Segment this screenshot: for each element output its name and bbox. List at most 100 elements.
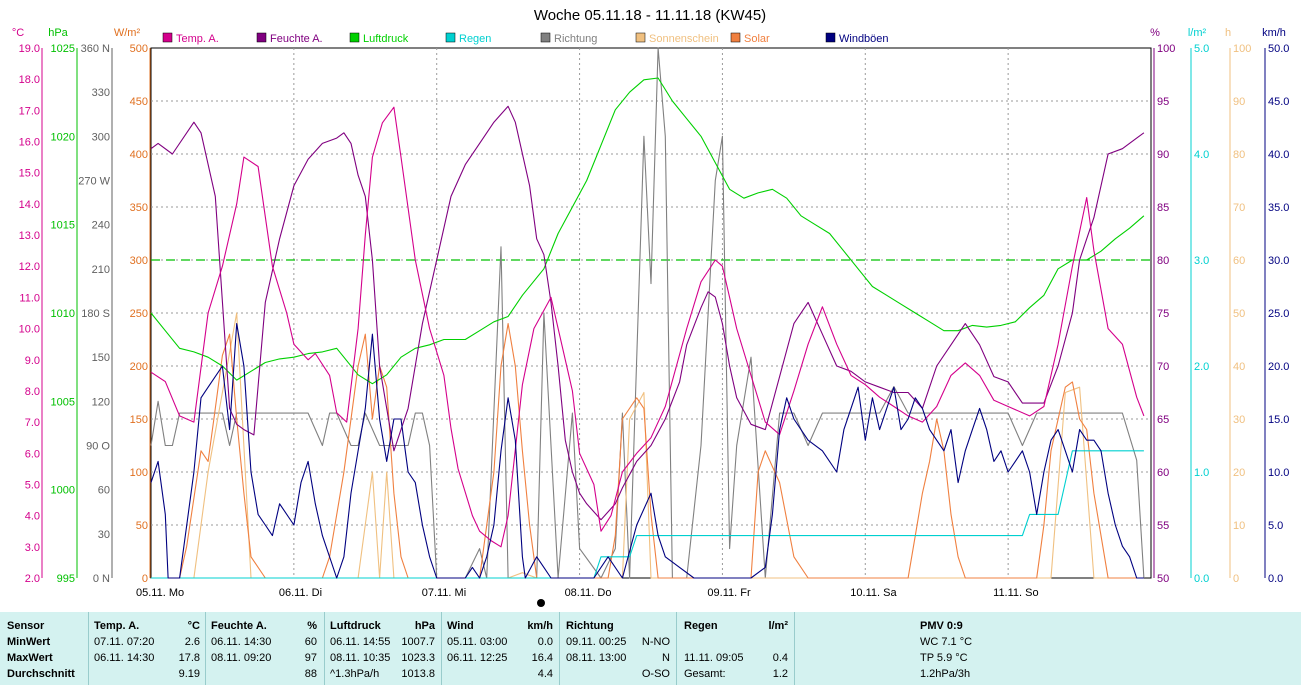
right-axis-tick: 85: [1157, 202, 1169, 214]
pmv-windchill: WC 7.1 °C: [920, 636, 973, 648]
right-axis-tick: 30: [1233, 414, 1245, 426]
left-axis-tick: 360 N: [81, 43, 110, 55]
left-axis-tick: 100: [130, 467, 148, 479]
left-axis-tick: 50: [136, 520, 148, 532]
summary-divider: [205, 612, 206, 685]
pressure-trend: ^1.3hPa/h: [330, 668, 380, 680]
right-axis-tick: 10.0: [1268, 467, 1289, 479]
summary-col-humidity: Feuchte A. % 06.11. 14:30 60 08.11. 09:2…: [206, 612, 324, 685]
right-axis-tick: 80: [1233, 149, 1245, 161]
rain-max-time: 11.11. 09:05: [684, 652, 744, 664]
legend-label: Windböen: [839, 33, 889, 45]
right-axis-unit: %: [1150, 27, 1160, 39]
legend-swatch: [635, 32, 646, 43]
left-axis-tick: 30: [98, 529, 110, 541]
series-line-luftdruck: [150, 77, 1145, 385]
right-axis-tick: 90: [1157, 149, 1169, 161]
summary-col-temp: Temp. A. °C 07.11. 07:20 2.6 06.11. 14:3…: [89, 612, 205, 685]
left-axis-tick: 17.0: [19, 105, 40, 117]
temp-max-value: 17.8: [178, 652, 200, 664]
pressure-unit: hPa: [414, 620, 435, 632]
legend-label: Regen: [459, 33, 491, 45]
right-axis-tick: 20: [1233, 467, 1245, 479]
x-axis-tick: 10.11. Sa: [850, 587, 897, 599]
left-axis-tick: 1000: [51, 485, 75, 497]
left-axis-tick: 9.0: [25, 355, 40, 367]
wind-max-value: 16.4: [531, 652, 553, 664]
summary-col-wind: Wind km/h 05.11. 03:00 0.0 06.11. 12:25 …: [442, 612, 559, 685]
pmv-header: PMV 0:9: [920, 620, 963, 632]
chart-title: Woche 05.11.18 - 11.11.18 (KW45): [534, 7, 766, 24]
pressure-avg-value: 1013.8: [401, 668, 435, 680]
left-axis-tick: 240: [92, 220, 110, 232]
right-axis-tick: 70: [1233, 202, 1245, 214]
wind-header: Wind: [447, 620, 474, 632]
legend-label: Sonnenschein: [649, 33, 719, 45]
right-axis-tick: 60: [1233, 255, 1245, 267]
humidity-max-time: 08.11. 09:20: [211, 652, 272, 664]
left-axis-tick: 250: [130, 308, 148, 320]
right-axis-tick: 0.0: [1194, 573, 1209, 585]
summary-col-rain: Regen l/m² 11.11. 09:05 0.4 Gesamt: 1.2: [677, 612, 794, 685]
left-axis-tick: 120: [92, 396, 110, 408]
left-axis-tick: 7.0: [25, 417, 40, 429]
pmv-pressure-trend: 1.2hPa/3h: [920, 668, 971, 680]
series-line-feuchte-a: [150, 105, 1145, 521]
left-axis-tick: 90 O: [86, 441, 110, 453]
direction-max-value: N: [662, 652, 670, 664]
humidity-max-value: 97: [304, 652, 317, 664]
right-axis-tick: 75: [1157, 308, 1169, 320]
right-axis-tick: 1.0: [1194, 467, 1209, 479]
left-axis-tick: 15.0: [19, 168, 40, 180]
right-axis-tick: 0: [1233, 573, 1239, 585]
right-axis-tick: 4.0: [1194, 149, 1209, 161]
humidity-header: Feuchte A.: [211, 620, 267, 632]
right-axis-tick: 5.0: [1268, 520, 1283, 532]
rain-unit: l/m²: [768, 620, 788, 632]
pressure-max-value: 1023.3: [401, 652, 435, 664]
left-axis-tick: 11.0: [19, 292, 40, 304]
left-axis-tick: 350: [130, 202, 148, 214]
left-axis-tick: 1025: [51, 43, 75, 55]
left-axis-tick: 300: [92, 131, 110, 143]
x-axis-tick: 07.11. Mi: [422, 587, 466, 599]
left-axis-tick: 1010: [51, 308, 75, 320]
summary-col-sensor: Sensor MinWert MaxWert Durchschnitt: [0, 612, 88, 685]
left-axis-tick: 300: [130, 255, 148, 267]
right-axis-unit: l/m²: [1188, 27, 1207, 39]
summary-row-max: MaxWert: [7, 652, 53, 664]
right-axis-unit: km/h: [1262, 27, 1286, 39]
x-axis-tick: 08.11. Do: [565, 587, 612, 599]
summary-table: Sensor MinWert MaxWert Durchschnitt Temp…: [0, 612, 1301, 685]
right-axis-tick: 40: [1233, 361, 1245, 373]
x-axis-tick: 11.11. So: [993, 587, 1038, 599]
humidity-min-value: 60: [304, 636, 317, 648]
legend-label: Feuchte A.: [270, 33, 323, 45]
rain-header: Regen: [684, 620, 718, 632]
pressure-max-time: 08.11. 10:35: [330, 652, 391, 664]
chart-svg: Woche 05.11.18 - 11.11.18 (KW45) °C 2.0 3.0…: [12, 7, 1289, 607]
left-axis-tick: 12.0: [19, 261, 40, 273]
summary-header-sensor: Sensor: [7, 620, 45, 632]
left-axis-tick: 150: [92, 352, 110, 364]
wind-unit: km/h: [527, 620, 553, 632]
right-axis-tick: 80: [1157, 255, 1169, 267]
temp-avg-value: 9.19: [178, 668, 200, 680]
right-axis-tick: 100: [1233, 43, 1251, 55]
humidity-min-time: 06.11. 14:30: [211, 636, 272, 648]
left-axis-tick: 500: [130, 43, 148, 55]
summary-col-direction: Richtung 09.11. 00:25 N-NO 08.11. 13:00 …: [560, 612, 676, 685]
left-axis-tick: 270 W: [78, 176, 110, 188]
direction-avg-value: O-SO: [641, 668, 670, 680]
left-axis-tick: 1020: [51, 131, 75, 143]
left-axis-tick: 180 S: [81, 308, 110, 320]
right-axis-tick: 40.0: [1268, 149, 1289, 161]
x-axis-tick: 06.11. Di: [279, 587, 322, 599]
legend-swatch: [349, 32, 360, 43]
legend-label: Luftdruck: [363, 33, 409, 45]
temp-header: Temp. A.: [94, 620, 140, 632]
rain-max-value: 0.4: [772, 652, 788, 664]
right-axis-tick: 55: [1157, 520, 1169, 532]
wind-avg-value: 4.4: [537, 668, 553, 680]
summary-divider: [324, 612, 325, 685]
